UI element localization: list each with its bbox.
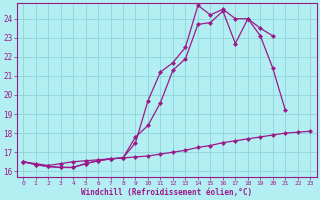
X-axis label: Windchill (Refroidissement éolien,°C): Windchill (Refroidissement éolien,°C) (81, 188, 252, 197)
